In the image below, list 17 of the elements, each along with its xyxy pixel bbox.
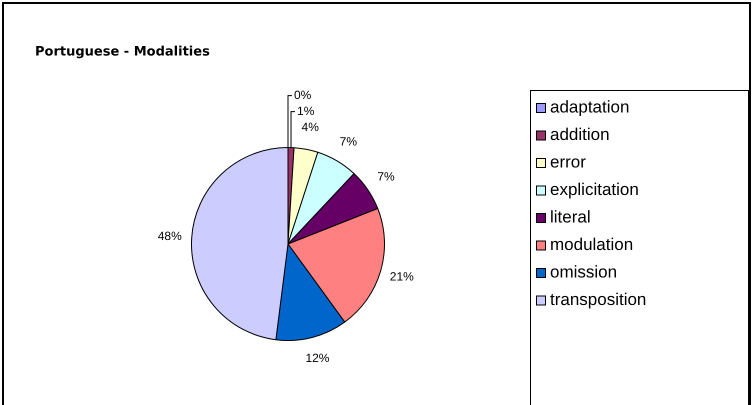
legend-label: addition (550, 125, 610, 144)
legend-label: adaptation (550, 98, 630, 117)
legend-label: transposition (550, 290, 646, 310)
text: 0% (294, 88, 312, 102)
data-label: 48% (158, 228, 182, 243)
legend-label: error (550, 152, 586, 172)
data-label: 4% (302, 120, 320, 134)
data-label: 7% (377, 170, 396, 184)
data-label: 7% (340, 134, 358, 148)
data-label: 21% (390, 269, 414, 284)
legend-label: explicitation (550, 180, 639, 200)
legend-label: omission (550, 262, 618, 282)
legend-label: literal (550, 208, 591, 227)
legend-label: modulation (550, 235, 634, 254)
data-label: 1% (297, 104, 315, 118)
data-label: 12% (305, 351, 330, 366)
chart-title: Portuguese - Modalities (35, 44, 210, 60)
